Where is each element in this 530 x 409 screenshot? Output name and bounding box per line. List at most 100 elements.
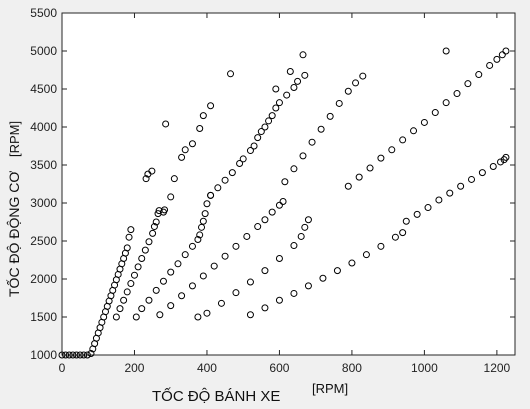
data-point (489, 163, 497, 171)
data-point (174, 260, 182, 268)
data-point (279, 197, 287, 205)
data-point (152, 218, 160, 226)
x-tick-label: 1000 (411, 361, 438, 375)
data-point (141, 246, 149, 254)
data-point (120, 296, 128, 304)
data-point (150, 223, 158, 231)
x-tick-label: 800 (342, 361, 362, 375)
data-point (355, 173, 363, 181)
y-tick-label: 3000 (30, 196, 57, 210)
data-point (388, 146, 396, 154)
data-point (366, 164, 374, 172)
data-point (272, 85, 280, 93)
data-point (297, 232, 305, 240)
data-point (210, 262, 218, 270)
data-point (326, 112, 334, 120)
data-point (464, 80, 472, 88)
data-point (304, 216, 312, 224)
data-point (391, 233, 399, 241)
data-point (497, 158, 505, 166)
data-point (272, 104, 280, 112)
y-tick-label: 5000 (30, 44, 57, 58)
data-point (207, 102, 215, 110)
data-point (290, 242, 298, 250)
data-point (201, 210, 209, 218)
data-point (149, 229, 157, 237)
data-point (207, 191, 215, 199)
data-point (250, 142, 258, 150)
data-point (275, 296, 283, 304)
y-tick-label: 5500 (30, 6, 57, 20)
data-point (268, 112, 276, 120)
data-point (196, 125, 204, 133)
data-point (442, 47, 450, 55)
data-point (352, 79, 360, 87)
data-point (301, 71, 309, 79)
data-point (478, 169, 486, 177)
data-point (319, 274, 327, 282)
data-point (123, 244, 131, 252)
data-point (457, 182, 465, 190)
data-point (130, 271, 138, 279)
data-point (377, 242, 385, 250)
x-tick-label: 200 (124, 361, 144, 375)
data-point (442, 99, 450, 107)
data-point (138, 305, 146, 313)
data-point (261, 304, 269, 312)
data-point (145, 296, 153, 304)
data-point (156, 311, 164, 319)
data-point (159, 277, 167, 285)
data-point (257, 128, 265, 136)
data-point (127, 226, 135, 234)
y-tick-label: 1000 (30, 348, 57, 362)
data-point (72, 351, 80, 359)
data-point (152, 286, 160, 294)
x-axis-unit: [RPM] (312, 381, 348, 396)
plot-area (61, 12, 516, 356)
data-point (299, 152, 307, 160)
y-tick-label: 2000 (30, 272, 57, 286)
data-point (301, 223, 309, 231)
data-point (275, 99, 283, 107)
data-point (181, 251, 189, 259)
data-point (83, 351, 91, 359)
data-point (132, 313, 140, 321)
data-point (268, 208, 276, 216)
data-point (199, 272, 207, 280)
data-point (502, 153, 510, 161)
data-point (178, 153, 186, 161)
data-point (261, 123, 269, 131)
data-point (162, 120, 170, 128)
x-tick-label: 600 (269, 361, 289, 375)
data-point (239, 155, 247, 163)
data-point (161, 206, 169, 214)
data-point (199, 217, 207, 225)
data-point (123, 288, 131, 296)
data-point (335, 99, 343, 107)
data-point (468, 175, 476, 183)
data-point (424, 204, 432, 212)
data-point (243, 232, 251, 240)
data-point (299, 51, 307, 59)
data-point (198, 223, 206, 231)
data-point (62, 351, 70, 359)
data-point (344, 87, 352, 95)
data-point (167, 268, 175, 276)
data-point (246, 311, 254, 319)
data-point (194, 235, 202, 243)
data-point (377, 154, 385, 162)
x-tick-label: 0 (59, 361, 66, 375)
data-point (359, 72, 367, 80)
data-point (236, 159, 244, 167)
data-point (188, 242, 196, 250)
data-point (221, 252, 229, 260)
x-axis-label: TỐC ĐỘ BÁNH XE (152, 387, 280, 405)
data-point (142, 175, 150, 183)
data-point (232, 242, 240, 250)
data-point (112, 313, 120, 321)
data-point (435, 196, 443, 204)
data-point (254, 223, 262, 231)
data-point (502, 47, 510, 55)
data-point (134, 263, 142, 271)
